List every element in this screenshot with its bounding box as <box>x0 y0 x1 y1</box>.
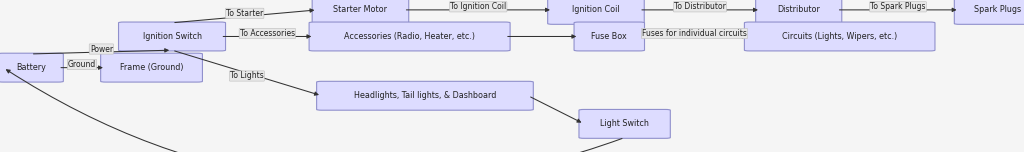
Text: To Accessories: To Accessories <box>240 29 295 38</box>
Text: Starter Motor: Starter Motor <box>334 5 387 14</box>
Text: Battery: Battery <box>15 63 46 72</box>
Text: Distributor: Distributor <box>777 5 820 14</box>
FancyBboxPatch shape <box>316 81 534 110</box>
Text: Frame (Ground): Frame (Ground) <box>120 63 183 72</box>
Text: To Spark Plugs: To Spark Plugs <box>870 2 926 11</box>
Text: Spark Plugs: Spark Plugs <box>974 5 1021 14</box>
FancyBboxPatch shape <box>744 22 935 51</box>
FancyBboxPatch shape <box>579 109 671 138</box>
Text: Circuits (Lights, Wipers, etc.): Circuits (Lights, Wipers, etc.) <box>782 32 897 41</box>
FancyBboxPatch shape <box>312 0 409 24</box>
FancyBboxPatch shape <box>119 22 225 51</box>
Text: To Starter: To Starter <box>226 9 263 18</box>
FancyBboxPatch shape <box>548 0 644 24</box>
Text: Fuse Box: Fuse Box <box>592 32 627 41</box>
FancyBboxPatch shape <box>0 53 63 82</box>
Text: Ground: Ground <box>68 60 96 69</box>
Text: Power: Power <box>90 45 113 54</box>
Text: Light Switch: Light Switch <box>600 119 649 128</box>
Text: Accessories (Radio, Heater, etc.): Accessories (Radio, Heater, etc.) <box>344 32 475 41</box>
Text: Ignition Coil: Ignition Coil <box>572 5 620 14</box>
Text: Fuses for individual circuits: Fuses for individual circuits <box>642 29 746 38</box>
Text: To Distributor: To Distributor <box>674 2 726 11</box>
Text: To Ignition Coil: To Ignition Coil <box>451 2 506 11</box>
FancyBboxPatch shape <box>309 22 510 51</box>
FancyBboxPatch shape <box>954 0 1024 24</box>
Text: To Lights: To Lights <box>230 71 264 81</box>
Text: Ignition Switch: Ignition Switch <box>142 32 202 41</box>
FancyBboxPatch shape <box>100 53 203 82</box>
FancyBboxPatch shape <box>574 22 644 51</box>
Text: Headlights, Tail lights, & Dashboard: Headlights, Tail lights, & Dashboard <box>353 91 497 100</box>
FancyBboxPatch shape <box>756 0 842 24</box>
